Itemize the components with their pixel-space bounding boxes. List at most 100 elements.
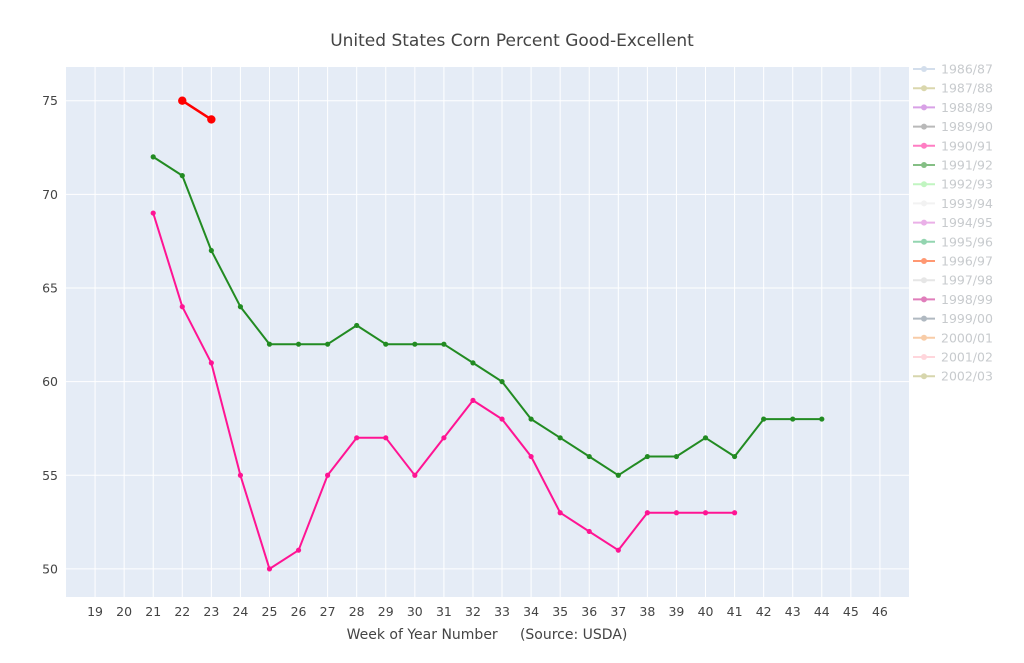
y-tick-labels: 50 55 60 65 70 75 [42,93,58,576]
y-tick-label: 70 [42,187,58,202]
data-point-1991-92 [412,341,418,347]
x-tick-label: 19 [87,604,103,619]
data-point-1991-92 [208,247,214,254]
x-tick-label: 25 [262,604,278,619]
data-point-1990-91 [586,528,592,535]
legend-swatch-marker [921,219,927,226]
data-point-highlight [178,96,187,105]
data-point-1991-92 [383,341,389,347]
legend-item-2000-01[interactable]: 2000/01 [913,330,993,345]
legend-item-1991-92[interactable]: 1991/92 [913,158,993,173]
legend-swatch-marker [921,123,927,130]
data-point-1990-91 [702,510,709,516]
legend-swatch-marker [921,315,927,322]
legend-item-1989-90[interactable]: 1989/90 [913,119,993,134]
data-point-1991-92 [673,453,680,460]
x-tick-label: 39 [668,604,684,619]
legend-item-1986-87[interactable]: 1986/87 [913,62,993,77]
x-tick-label: 42 [756,604,772,619]
y-tick-label: 75 [42,93,58,108]
legend[interactable]: 1986/87 1987/88 1988/89 1989/90 1990/91 1991/… [913,62,993,384]
x-tick-label: 34 [523,604,539,619]
data-point-1991-92 [354,322,360,329]
legend-swatch-marker [921,162,927,168]
x-tick-label: 28 [349,604,365,619]
legend-label: 1996/97 [941,254,993,269]
legend-swatch-marker [921,277,927,284]
legend-label: 1986/87 [941,62,993,77]
data-point-1991-92 [586,453,592,460]
data-point-1990-91 [557,510,563,516]
legend-item-2001-02[interactable]: 2001/02 [913,350,993,365]
series-line-1991-92 [152,156,822,477]
data-point-1991-92 [237,304,244,310]
legend-swatch-marker [921,334,927,341]
legend-swatch-marker [921,66,927,72]
data-point-1991-92 [528,416,534,422]
data-point-1991-92 [819,416,825,422]
data-point-1990-91 [179,304,185,310]
x-tick-label: 33 [494,604,510,619]
x-tick-label: 31 [436,604,452,619]
x-tick-label: 35 [552,604,568,619]
data-point-1990-91 [470,397,476,403]
y-tick-label: 60 [42,374,58,389]
data-point-1990-91 [441,435,447,441]
legend-label: 1991/92 [941,158,993,173]
legend-swatch-marker [921,142,927,149]
x-tick-label: 45 [843,604,859,619]
data-point-1990-91 [412,472,418,478]
data-point-1991-92 [615,472,621,478]
legend-swatch-marker [921,354,927,360]
data-point-1991-92 [470,360,476,366]
data-point-1990-91 [208,360,214,366]
legend-swatch-marker [921,104,927,111]
legend-swatch-marker [921,85,927,92]
grid-layer [66,67,909,597]
legend-swatch-marker [921,200,927,207]
data-point-1991-92 [557,435,563,441]
x-tick-label: 23 [203,604,219,619]
legend-label: 1995/96 [941,234,993,249]
legend-item-1999-00[interactable]: 1999/00 [913,311,993,326]
x-axis-title: Week of Year Number (Source: USDA) [347,627,628,643]
data-point-1991-92 [731,453,738,460]
data-point-1991-92 [761,416,767,422]
data-point-1990-91 [528,453,534,460]
legend-item-1992-93[interactable]: 1992/93 [913,177,993,192]
x-tick-label: 32 [465,604,481,619]
data-point-1991-92 [790,416,796,422]
legend-swatch-marker [921,238,927,245]
legend-item-1993-94[interactable]: 1993/94 [913,196,993,211]
legend-item-1998-99[interactable]: 1998/99 [913,292,993,307]
data-point-1990-91 [354,435,360,441]
legend-label: 1992/93 [941,177,993,192]
legend-label: 1993/94 [941,196,993,211]
x-tick-label: 26 [291,604,307,619]
legend-item-1995-96[interactable]: 1995/96 [913,234,993,249]
legend-swatch-marker [921,296,927,303]
x-tick-label: 46 [872,604,888,619]
data-point-1991-92 [266,341,273,347]
plot-background [66,67,909,597]
x-tick-label: 41 [727,604,743,619]
data-point-1991-92 [441,341,447,347]
legend-label: 1990/91 [941,138,993,153]
y-tick-label: 65 [42,280,58,295]
x-tick-label: 36 [581,604,597,619]
series-layer [150,96,825,572]
y-tick-label: 55 [42,468,58,483]
data-point-1991-92 [179,173,185,179]
data-point-1991-92 [295,341,302,347]
data-point-highlight [207,115,216,124]
data-point-1990-91 [237,472,244,478]
legend-item-1988-89[interactable]: 1988/89 [913,100,993,115]
data-point-1990-91 [731,510,738,516]
legend-item-1996-97[interactable]: 1996/97 [913,254,993,269]
x-tick-label: 20 [116,604,132,619]
legend-item-1990-91[interactable]: 1990/91 [913,138,993,153]
legend-item-1994-95[interactable]: 1994/95 [913,215,993,230]
legend-item-1987-88[interactable]: 1987/88 [913,81,993,96]
legend-item-2002-03[interactable]: 2002/03 [913,369,993,384]
legend-item-1997-98[interactable]: 1997/98 [913,273,993,288]
